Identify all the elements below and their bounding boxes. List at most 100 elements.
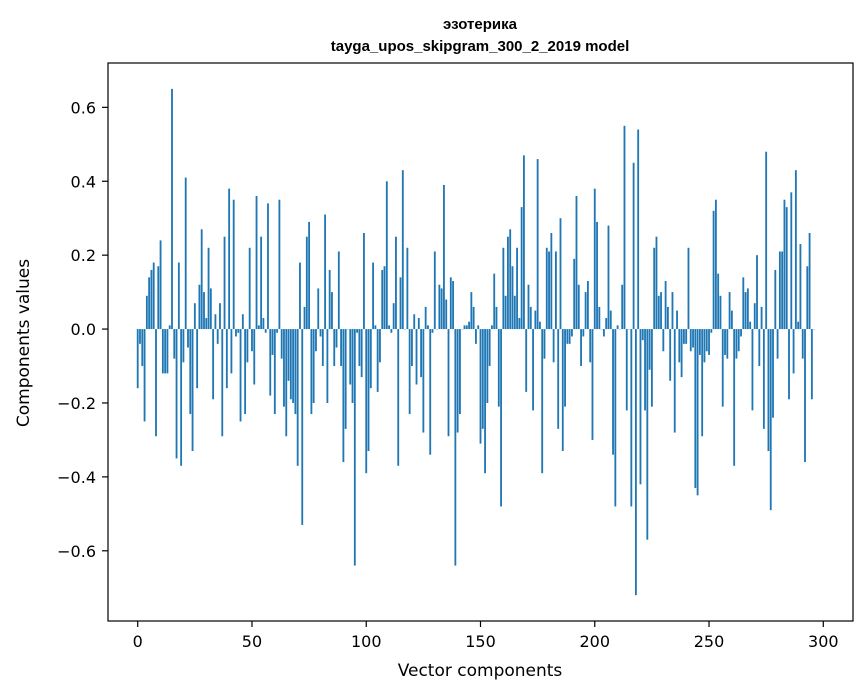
bar-263 (737, 329, 740, 352)
bar-138 (452, 281, 454, 330)
bar-28 (200, 229, 203, 330)
y-tick-label: −0.6 (57, 542, 96, 561)
bar-200 (593, 188, 596, 330)
bar-245 (696, 329, 699, 496)
bar-128 (429, 329, 432, 455)
bar-172 (529, 306, 532, 330)
bar-88 (337, 251, 340, 330)
bar-38 (223, 236, 226, 330)
bar-15 (171, 88, 173, 330)
bar-224 (648, 329, 651, 370)
bar-52 (255, 196, 258, 330)
bar-56 (264, 329, 267, 333)
bar-21 (184, 177, 187, 330)
bar-48 (246, 329, 249, 363)
bar-284 (785, 207, 788, 330)
bar-189 (568, 329, 571, 344)
bar-170 (525, 329, 528, 392)
bar-109 (385, 181, 388, 330)
bar-257 (724, 329, 726, 355)
bar-239 (682, 329, 685, 344)
bar-254 (717, 273, 720, 330)
bar-181 (550, 232, 553, 330)
x-axis-label: Vector components (398, 661, 563, 681)
y-tick-label: −0.4 (57, 468, 96, 487)
bar-152 (484, 329, 486, 474)
bar-14 (168, 325, 171, 330)
bar-283 (783, 199, 786, 330)
bar-97 (358, 329, 361, 367)
bar-279 (774, 269, 777, 330)
bar-180 (548, 251, 550, 330)
bar-96 (356, 329, 359, 333)
y-axis-label: Components values (14, 259, 34, 427)
bar-196 (584, 292, 587, 330)
bar-178 (543, 329, 546, 359)
bar-8 (155, 329, 157, 437)
bar-243 (692, 329, 694, 348)
bar-4 (145, 295, 148, 330)
bar-124 (420, 329, 422, 378)
bar-113 (395, 236, 397, 330)
bar-20 (182, 329, 185, 363)
bar-218 (634, 329, 637, 596)
bar-205 (605, 317, 608, 330)
bar-288 (794, 170, 797, 330)
bar-185 (559, 218, 562, 330)
bar-61 (276, 329, 279, 333)
bar-43 (235, 329, 237, 337)
bar-80 (319, 329, 322, 337)
bar-163 (509, 229, 512, 330)
bar-177 (541, 329, 544, 474)
bar-147 (472, 306, 475, 330)
bar-143 (463, 325, 466, 330)
bar-295 (810, 329, 813, 400)
bar-274 (762, 329, 765, 429)
bar-161 (504, 295, 507, 330)
bar-261 (733, 329, 736, 466)
bar-49 (248, 247, 251, 330)
bar-86 (333, 329, 336, 367)
bar-119 (408, 329, 411, 415)
bar-268 (749, 321, 752, 330)
bar-240 (685, 329, 688, 344)
bar-32 (209, 288, 212, 330)
bar-53 (257, 325, 260, 330)
bar-45 (239, 329, 242, 422)
bar-141 (459, 329, 461, 415)
bar-51 (253, 329, 256, 385)
bar-77 (312, 329, 315, 403)
bar-206 (607, 225, 610, 330)
bar-68 (292, 329, 295, 403)
bar-37 (221, 329, 224, 437)
bar-238 (680, 329, 683, 378)
bar-57 (267, 203, 269, 330)
bar-139 (454, 329, 457, 566)
bar-294 (808, 232, 811, 330)
bar-60 (273, 329, 276, 415)
bar-130 (433, 251, 436, 330)
bar-112 (392, 303, 395, 330)
bar-237 (678, 329, 681, 363)
bar-271 (756, 255, 758, 330)
bar-106 (379, 329, 381, 363)
bar-258 (726, 329, 729, 359)
x-tick-label: 150 (465, 632, 496, 651)
bar-58 (269, 329, 272, 396)
bar-110 (388, 325, 390, 330)
bar-169 (523, 155, 525, 330)
bar-2 (141, 329, 144, 367)
bar-212 (621, 284, 624, 330)
bar-292 (804, 329, 806, 463)
bar-217 (632, 162, 635, 330)
bar-241 (687, 247, 690, 330)
bar-5 (148, 277, 151, 330)
bar-285 (788, 329, 790, 400)
bar-11 (161, 329, 164, 374)
bar-171 (527, 284, 530, 330)
bar-29 (203, 292, 205, 330)
bar-225 (650, 329, 653, 407)
bar-47 (244, 329, 247, 415)
bar-199 (591, 329, 594, 440)
bar-132 (438, 284, 441, 330)
